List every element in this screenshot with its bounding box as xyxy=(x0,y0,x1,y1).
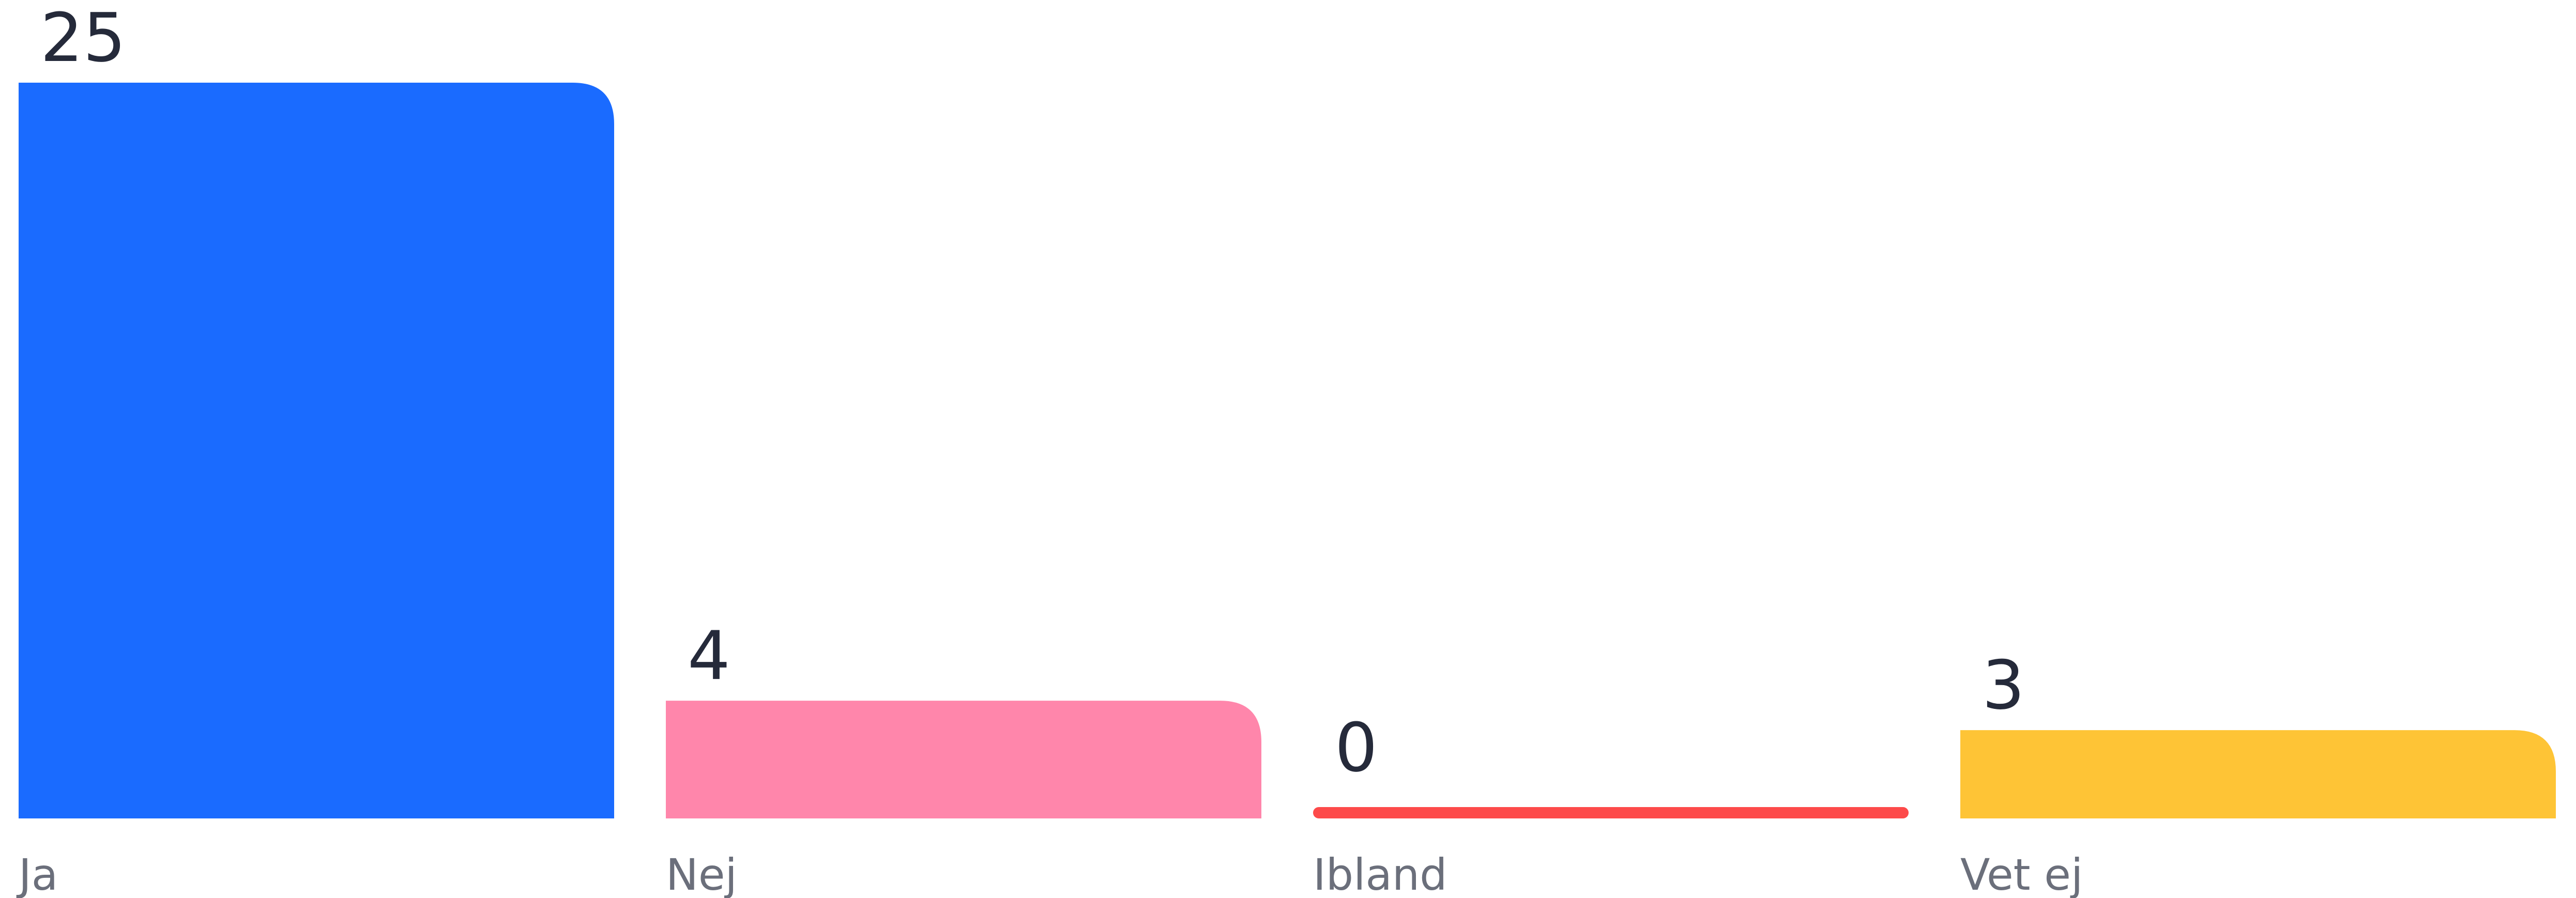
category-label-nej: Nej xyxy=(666,849,737,898)
bar-vet-ej xyxy=(1960,730,2556,818)
value-label-ibland: 0 xyxy=(1335,708,1378,787)
value-labels-layer: 25 4 0 3 xyxy=(40,0,2025,787)
category-label-ibland: Ibland xyxy=(1313,849,1447,898)
bars-layer xyxy=(19,83,2556,818)
bar-ibland xyxy=(1313,807,1909,818)
category-label-vet-ej: Vet ej xyxy=(1960,849,2083,898)
bar-ja xyxy=(19,83,614,818)
category-label-ja: Ja xyxy=(16,849,58,898)
value-label-ja: 25 xyxy=(40,0,126,77)
value-label-vet-ej: 3 xyxy=(1982,646,2025,724)
value-label-nej: 4 xyxy=(688,616,730,695)
bar-nej xyxy=(666,701,1261,818)
category-labels-layer: Ja Nej Ibland Vet ej xyxy=(16,849,2083,898)
